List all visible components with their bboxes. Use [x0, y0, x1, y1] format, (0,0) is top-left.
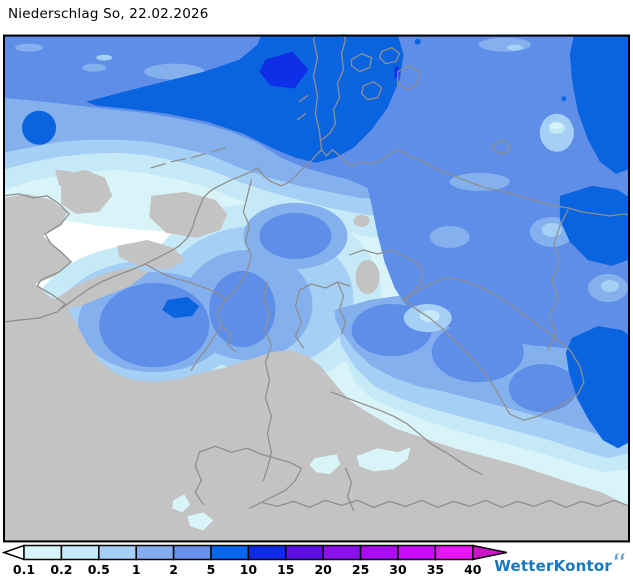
dry-south-land [3, 308, 630, 543]
country-borders [3, 34, 630, 512]
legend-label: 15 [277, 562, 294, 577]
legend-label: 5 [207, 562, 216, 577]
legend-label: 20 [314, 562, 332, 577]
precip-light-patches [15, 37, 628, 333]
precip-field-5 [22, 34, 630, 449]
legend-label: 25 [352, 562, 369, 577]
legend-cell [210, 544, 250, 561]
dry-land-areas [3, 169, 630, 543]
legend-cell [285, 544, 324, 561]
legend-label: 0.5 [88, 562, 110, 577]
legend-cell [60, 544, 100, 561]
england-land [3, 193, 72, 323]
brand-name: WetterKontor [494, 557, 612, 575]
alpine-trace-patches [172, 447, 411, 531]
legend-cell [98, 544, 137, 561]
legend-label: 10 [240, 562, 258, 577]
precipitation-map [3, 34, 630, 543]
branding: WetterKontor [494, 551, 627, 575]
swoosh-icon [614, 553, 625, 560]
legend-above-max-arrow [472, 544, 507, 561]
precip-field-10 [259, 51, 399, 89]
legend-cell [434, 544, 474, 561]
legend-label: 0.2 [50, 562, 72, 577]
legend-below-min-arrow [1, 544, 25, 561]
legend-label: 1 [132, 562, 141, 577]
legend-cell [247, 544, 287, 561]
legend-label: 2 [169, 562, 178, 577]
legend-cell [397, 544, 437, 561]
legend-label: 35 [427, 562, 444, 577]
map-frame [3, 34, 630, 543]
legend-cell [23, 544, 63, 561]
map-title: Niederschlag So, 22.02.2026 [8, 6, 209, 22]
legend-cell [359, 544, 399, 561]
legend-cell [172, 544, 212, 561]
legend-label: 30 [389, 562, 407, 577]
precip-color-scale: 0.1 0.2 0.5 1 2 5 10 15 20 25 30 35 40 [1, 544, 518, 578]
legend-cell [135, 544, 175, 561]
legend-label: 0.1 [13, 562, 35, 577]
legend-label: 40 [464, 562, 482, 577]
legend-cell [322, 544, 362, 561]
